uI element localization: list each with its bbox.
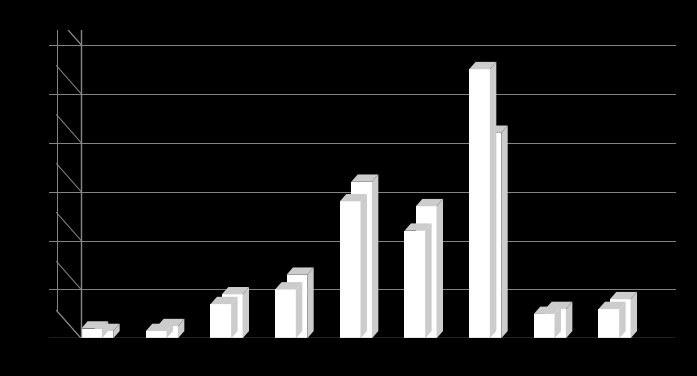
Polygon shape (404, 223, 431, 231)
Polygon shape (286, 275, 307, 338)
Polygon shape (631, 292, 637, 338)
Polygon shape (469, 69, 490, 338)
Polygon shape (102, 321, 108, 338)
Polygon shape (275, 290, 296, 338)
Polygon shape (566, 302, 572, 338)
Polygon shape (534, 306, 561, 314)
Polygon shape (340, 202, 360, 338)
Polygon shape (81, 321, 108, 329)
Polygon shape (372, 174, 378, 338)
Polygon shape (545, 309, 566, 338)
Polygon shape (178, 319, 184, 338)
Polygon shape (146, 331, 167, 338)
Polygon shape (480, 133, 501, 338)
Polygon shape (210, 304, 231, 338)
Polygon shape (599, 309, 619, 338)
Polygon shape (222, 287, 249, 294)
Polygon shape (404, 231, 425, 338)
Polygon shape (490, 62, 496, 338)
Polygon shape (351, 174, 378, 182)
Polygon shape (93, 331, 113, 338)
Polygon shape (425, 223, 431, 338)
Polygon shape (534, 314, 555, 338)
Polygon shape (222, 294, 243, 338)
Polygon shape (296, 282, 302, 338)
Polygon shape (351, 182, 372, 338)
Polygon shape (480, 126, 507, 133)
Polygon shape (167, 324, 173, 338)
Polygon shape (619, 302, 626, 338)
Polygon shape (360, 194, 367, 338)
Polygon shape (340, 194, 367, 202)
Polygon shape (610, 292, 637, 299)
Polygon shape (243, 287, 249, 338)
Polygon shape (307, 267, 314, 338)
Polygon shape (555, 306, 561, 338)
Polygon shape (416, 206, 436, 338)
Polygon shape (469, 62, 496, 69)
Polygon shape (113, 324, 120, 338)
Polygon shape (416, 199, 443, 206)
Polygon shape (610, 299, 631, 338)
Polygon shape (231, 297, 238, 338)
Polygon shape (545, 302, 572, 309)
Polygon shape (599, 302, 626, 309)
Polygon shape (93, 324, 120, 331)
Polygon shape (210, 297, 238, 304)
Polygon shape (158, 326, 178, 338)
Polygon shape (275, 282, 302, 290)
Polygon shape (286, 267, 314, 275)
Polygon shape (158, 319, 184, 326)
Polygon shape (436, 199, 443, 338)
Polygon shape (81, 338, 676, 350)
Polygon shape (146, 324, 173, 331)
Polygon shape (501, 126, 507, 338)
Polygon shape (81, 329, 102, 338)
